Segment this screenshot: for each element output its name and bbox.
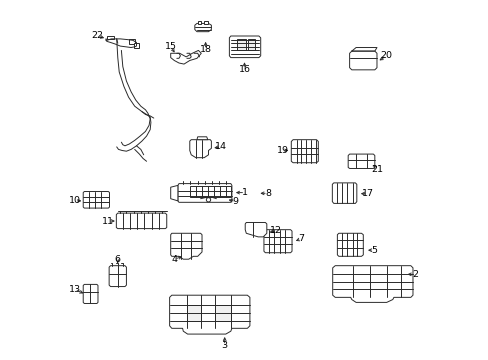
Polygon shape [169, 295, 249, 334]
Polygon shape [197, 137, 207, 140]
Text: 5: 5 [370, 246, 376, 255]
Polygon shape [291, 140, 318, 163]
Bar [128, 39, 135, 44]
Text: 11: 11 [102, 216, 114, 225]
Polygon shape [170, 50, 201, 64]
Bar [247, 39, 255, 50]
Polygon shape [83, 192, 109, 208]
Polygon shape [109, 266, 126, 287]
Polygon shape [170, 185, 178, 201]
Text: 9: 9 [232, 197, 238, 206]
Text: 15: 15 [165, 42, 177, 51]
Polygon shape [244, 222, 266, 237]
Polygon shape [332, 183, 356, 203]
Polygon shape [264, 230, 291, 253]
Text: 3: 3 [221, 341, 227, 350]
Bar [204, 21, 207, 24]
Text: 13: 13 [68, 285, 81, 294]
Text: 14: 14 [215, 142, 226, 151]
Polygon shape [186, 305, 200, 321]
Polygon shape [189, 186, 230, 197]
Text: 8: 8 [264, 189, 270, 198]
Text: 22: 22 [91, 31, 103, 40]
Bar [197, 21, 201, 24]
Text: 4: 4 [171, 255, 177, 264]
Text: 7: 7 [298, 234, 304, 243]
Text: 10: 10 [68, 197, 81, 205]
Text: 21: 21 [370, 165, 382, 174]
Polygon shape [215, 305, 230, 321]
Text: 18: 18 [199, 45, 211, 54]
Polygon shape [116, 213, 166, 229]
Bar [133, 43, 139, 48]
Polygon shape [229, 36, 260, 58]
Polygon shape [347, 154, 374, 168]
Text: 16: 16 [238, 65, 250, 74]
Text: 20: 20 [380, 51, 392, 60]
Text: 1: 1 [242, 188, 248, 197]
Polygon shape [332, 266, 412, 302]
Polygon shape [337, 233, 363, 256]
Bar [236, 39, 245, 50]
Polygon shape [189, 140, 211, 158]
Text: 17: 17 [361, 189, 373, 198]
Polygon shape [178, 184, 231, 202]
Text: 12: 12 [270, 226, 282, 235]
Polygon shape [170, 233, 202, 259]
Polygon shape [349, 51, 376, 70]
Polygon shape [194, 23, 211, 32]
Text: 6: 6 [115, 255, 121, 264]
Polygon shape [83, 284, 98, 303]
Polygon shape [107, 36, 114, 39]
Text: 2: 2 [412, 270, 418, 279]
Text: 19: 19 [277, 146, 289, 155]
